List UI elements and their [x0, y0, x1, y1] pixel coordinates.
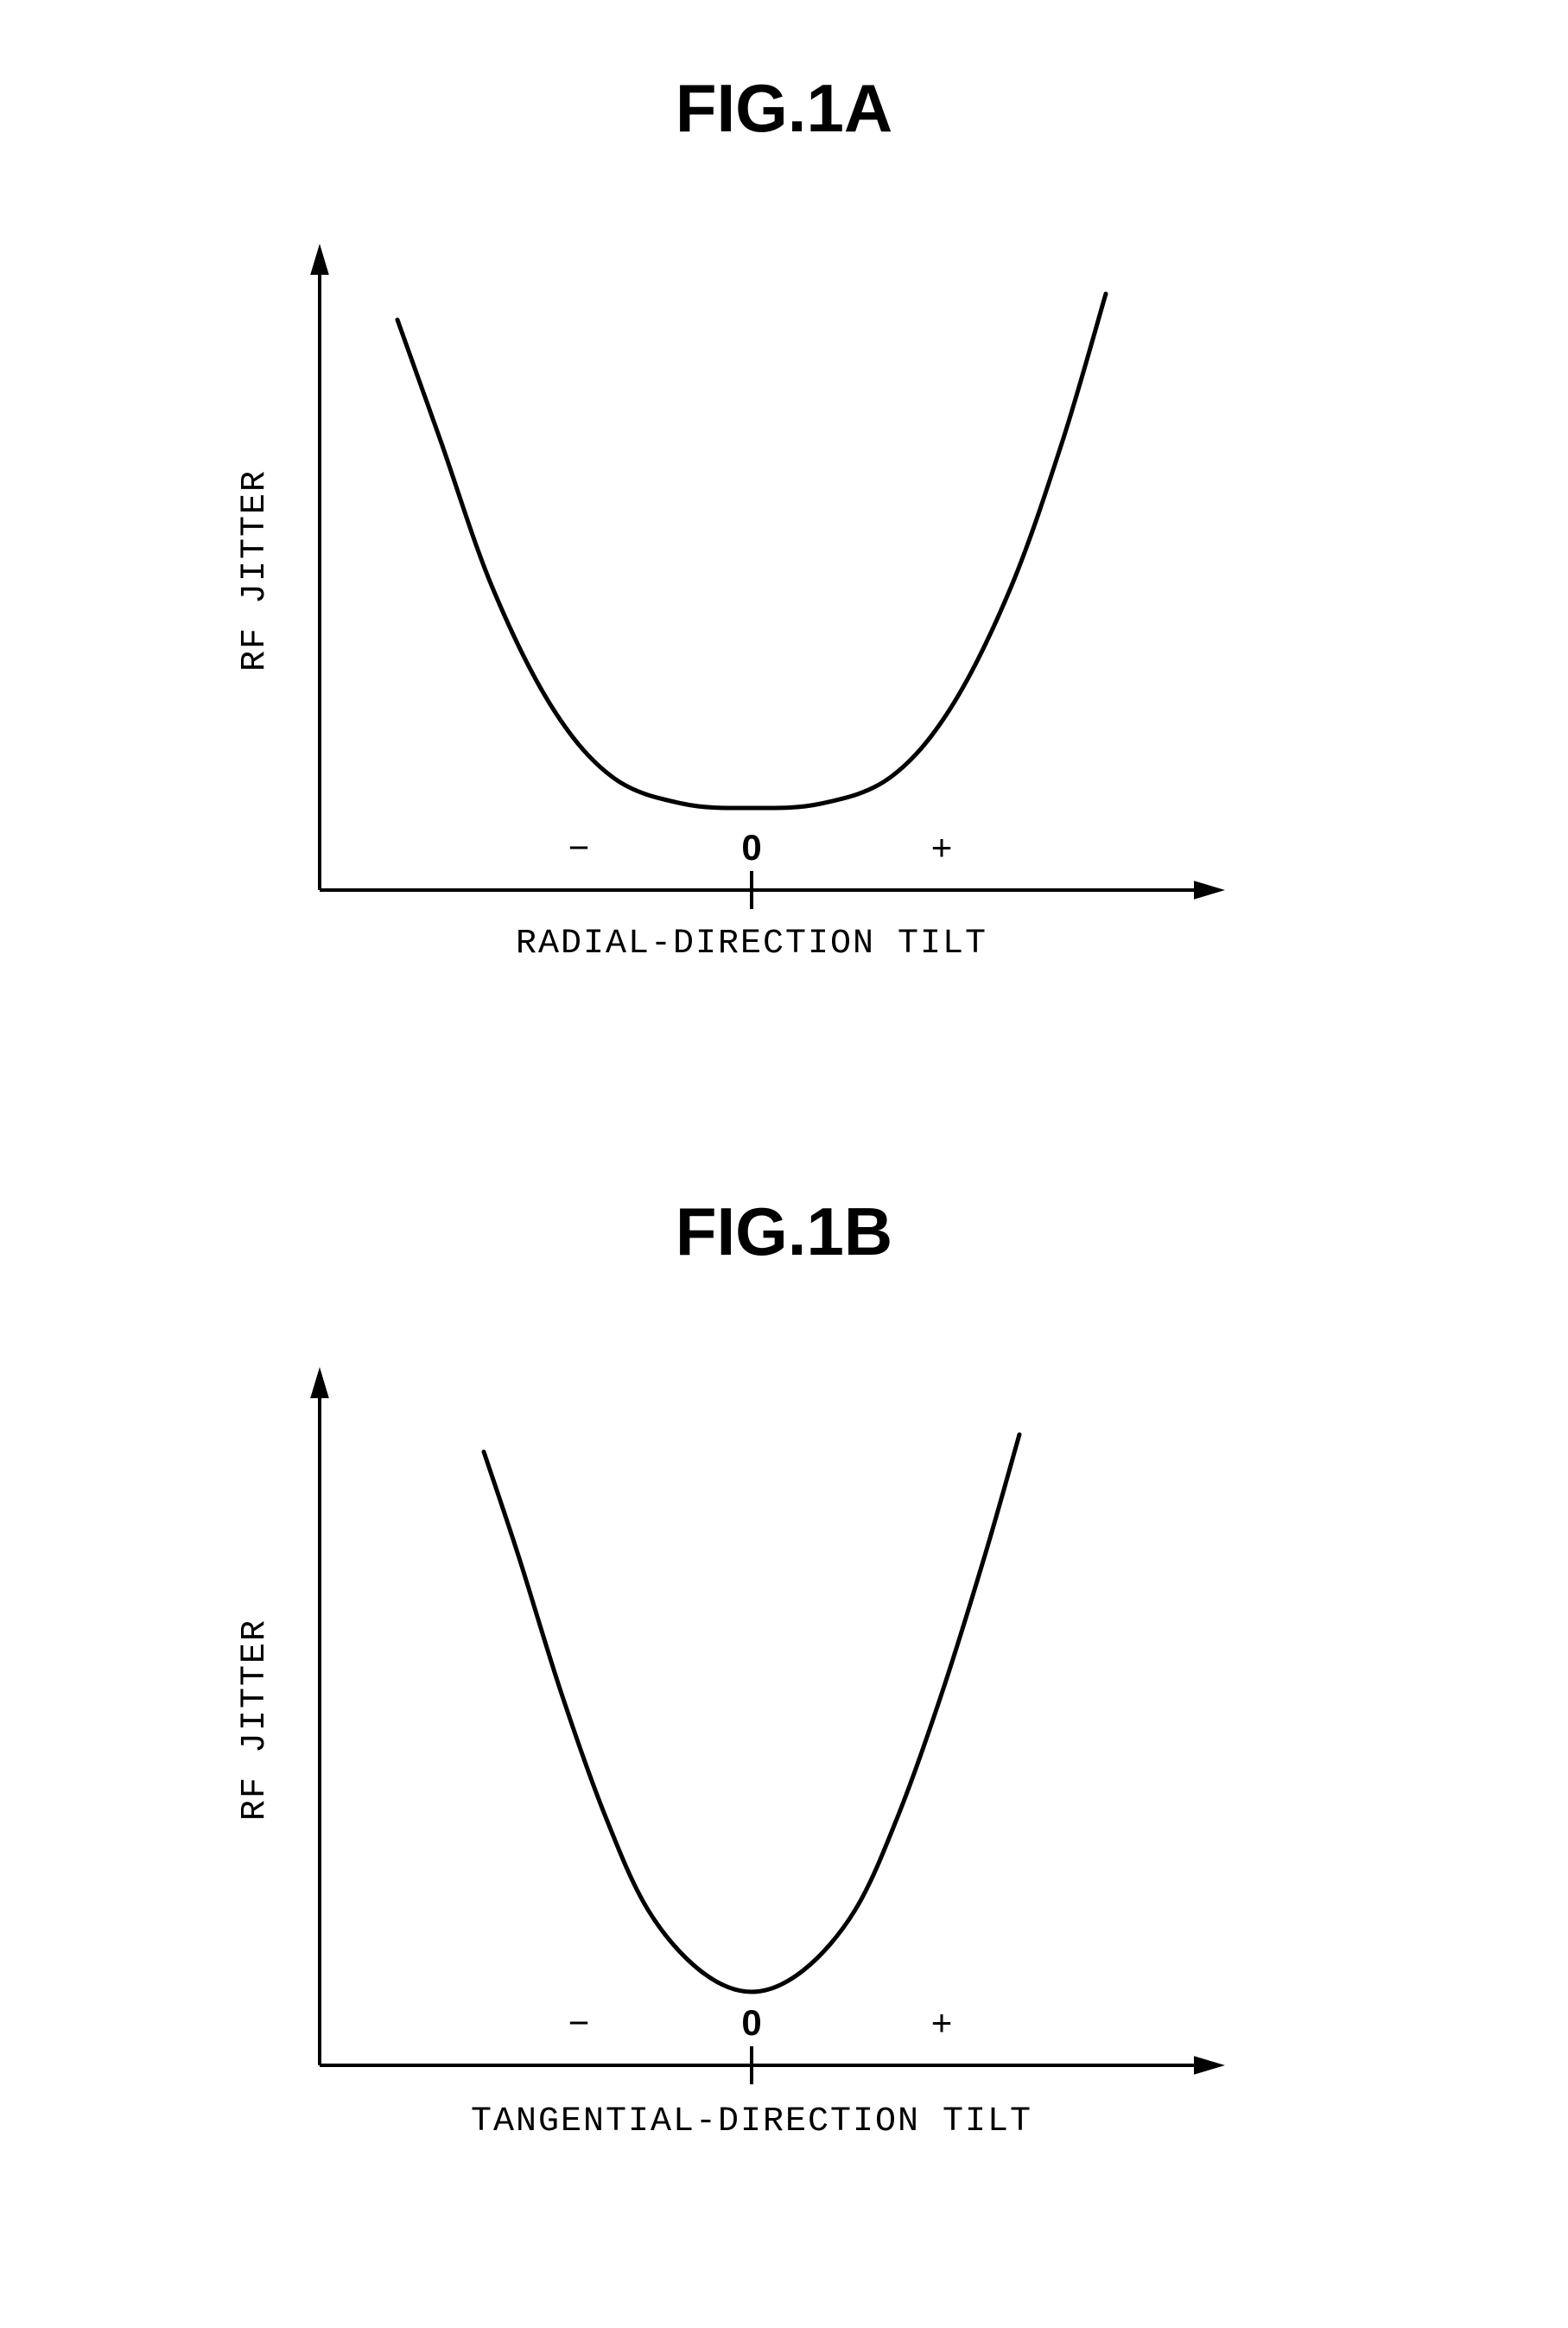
x-axis-label: TANGENTIAL-DIRECTION TILT — [471, 2102, 1032, 2141]
y-axis-label: RF JITTER — [236, 1619, 275, 1821]
x-minus-label: − — [568, 827, 590, 868]
figure-a-title: FIG.1A — [0, 69, 1568, 148]
figure-b-chart: − 0 + TANGENTIAL-DIRECTION TILT RF JITTER — [216, 1348, 1235, 2143]
x-axis-label: RADIAL-DIRECTION TILT — [516, 925, 987, 959]
jitter-curve — [397, 294, 1106, 808]
figure-b-title: FIG.1B — [0, 1193, 1568, 1271]
x-plus-label: + — [931, 2002, 953, 2043]
x-minus-label: − — [568, 2002, 590, 2043]
figure-b-svg: − 0 + TANGENTIAL-DIRECTION TILT RF JITTER — [216, 1348, 1235, 2143]
jitter-curve — [484, 1434, 1019, 1992]
x-zero-label: 0 — [741, 2002, 761, 2043]
page: FIG.1A − 0 + RADIAL-DIRECTION TILT RF JITTER… — [0, 0, 1568, 2328]
figure-a-chart: − 0 + RADIAL-DIRECTION TILT RF JITTER — [216, 225, 1235, 959]
x-zero-label: 0 — [741, 827, 761, 868]
x-plus-label: + — [931, 827, 953, 868]
figure-a-svg: − 0 + RADIAL-DIRECTION TILT RF JITTER — [216, 225, 1235, 959]
y-axis-label: RF JITTER — [236, 469, 275, 671]
